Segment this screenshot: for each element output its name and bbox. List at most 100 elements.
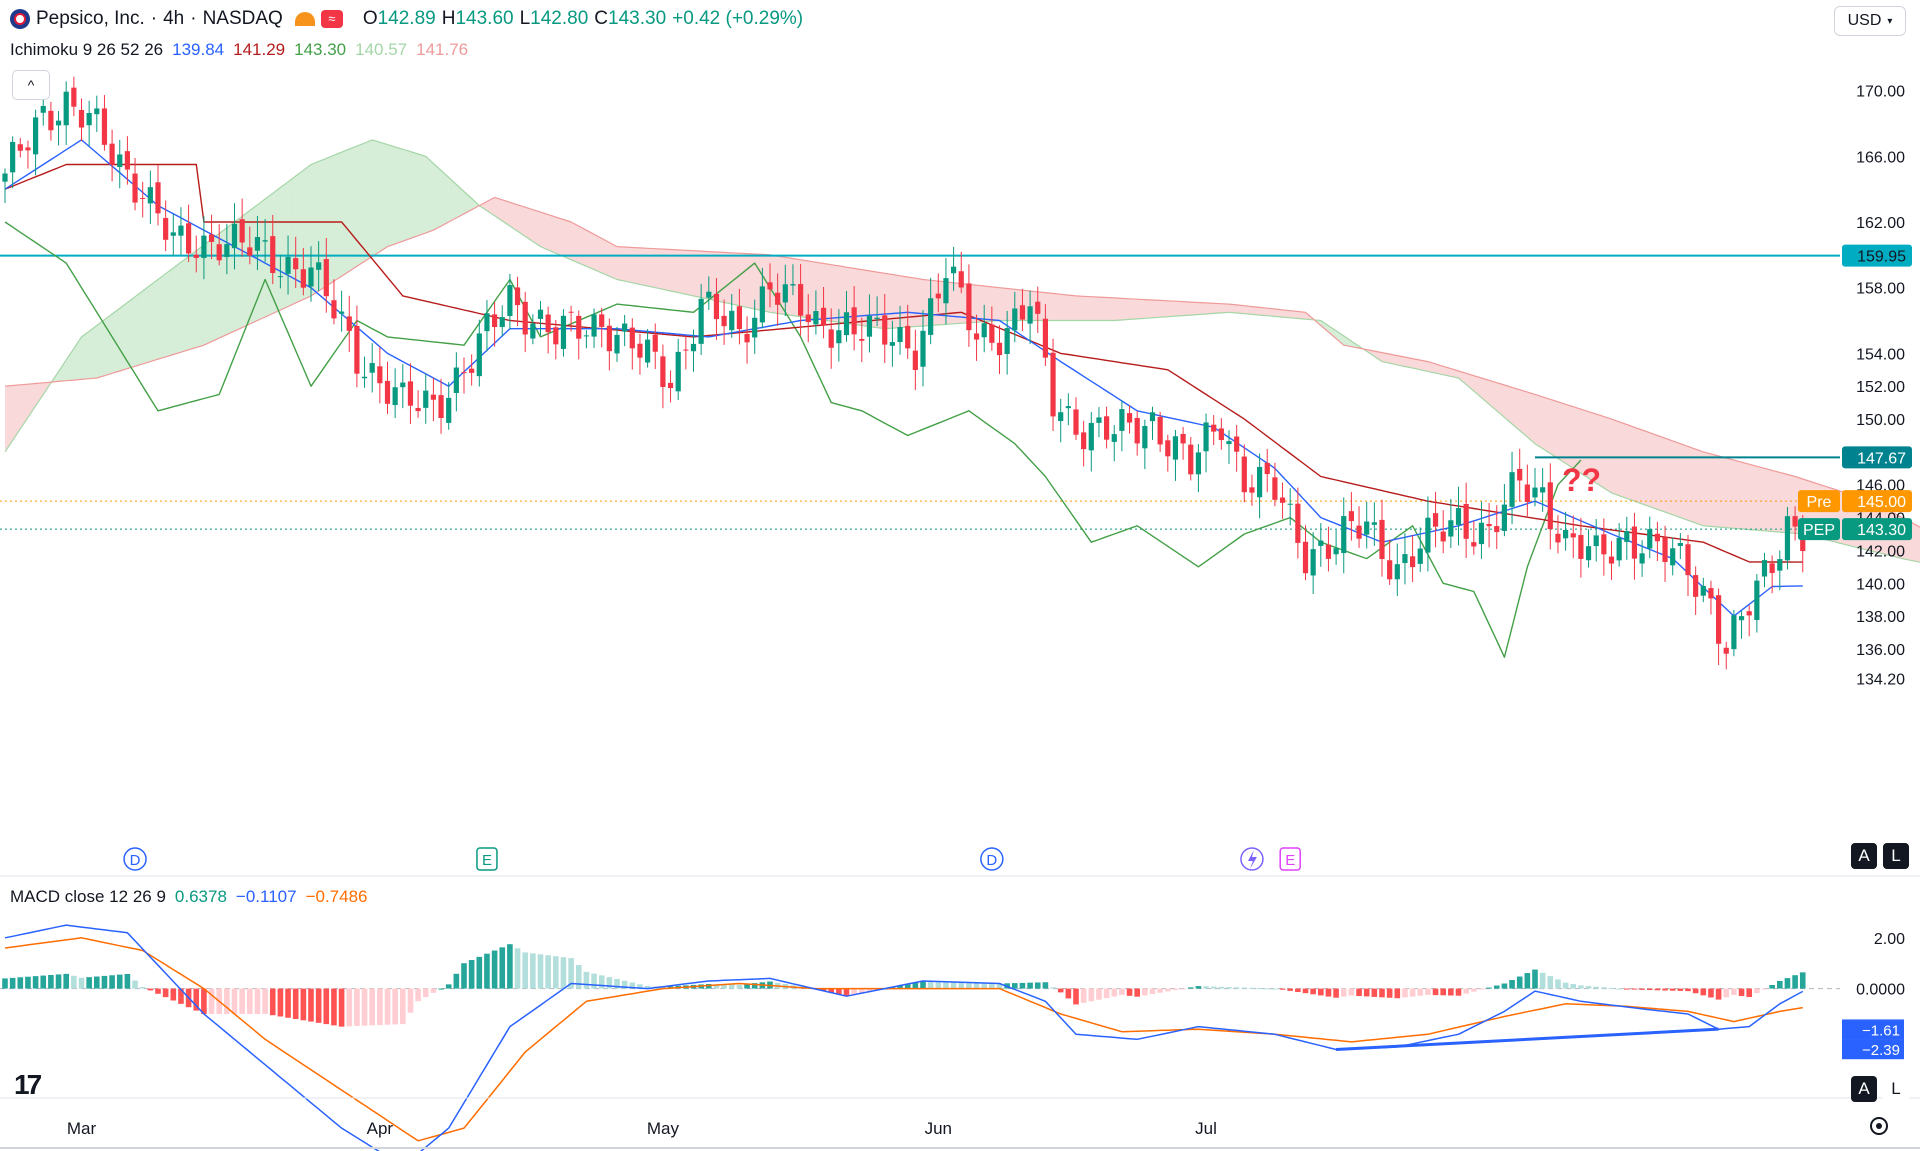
candle bbox=[1364, 501, 1370, 549]
time-axis-label: Mar bbox=[67, 1119, 97, 1138]
candle-body bbox=[147, 187, 153, 204]
cloud-segment bbox=[196, 244, 204, 348]
candle bbox=[346, 295, 352, 352]
candle bbox=[614, 326, 620, 362]
candle-body bbox=[798, 284, 804, 316]
ichimoku-label: Ichimoku 9 26 52 26 bbox=[10, 40, 164, 59]
macd-histogram-bar bbox=[904, 984, 911, 989]
candle bbox=[247, 226, 253, 265]
cloud-segment bbox=[188, 250, 197, 350]
candle-body bbox=[1693, 575, 1699, 597]
candle bbox=[1754, 574, 1760, 633]
auto-scale-button[interactable]: A bbox=[1851, 843, 1877, 869]
macd-histogram-bar bbox=[384, 988, 391, 1025]
candle-body bbox=[1341, 516, 1347, 554]
macd-histogram-bar bbox=[1103, 988, 1110, 999]
currency-selector[interactable]: USD ▾ bbox=[1834, 6, 1906, 36]
macd-histogram-bar bbox=[32, 976, 39, 989]
candle-body bbox=[300, 269, 306, 288]
candle bbox=[78, 98, 85, 142]
price-tick-label: 150.00 bbox=[1856, 412, 1905, 429]
macd-histogram-bar bbox=[1731, 988, 1737, 995]
candle-body bbox=[1126, 413, 1133, 423]
collapse-legend-button[interactable]: ^ bbox=[12, 70, 50, 100]
macd-histogram-bar bbox=[178, 988, 184, 1004]
candle bbox=[530, 314, 536, 345]
cloud-segment bbox=[1213, 303, 1222, 314]
cloud-segment bbox=[1389, 354, 1398, 365]
macd-histogram-bar bbox=[1524, 973, 1531, 989]
macd-histogram-bar bbox=[491, 950, 498, 989]
macd-histogram-bar bbox=[369, 988, 375, 1026]
candle bbox=[415, 390, 421, 418]
cloud-segment bbox=[1282, 309, 1291, 318]
macd-histogram-bar bbox=[843, 988, 850, 997]
macd-histogram-bar bbox=[1340, 988, 1347, 997]
macd-auto-scale-button[interactable]: A bbox=[1851, 1076, 1877, 1102]
macd-histogram-bar bbox=[897, 985, 903, 989]
cloud-segment bbox=[1129, 298, 1138, 320]
candle-body bbox=[277, 276, 283, 278]
candle bbox=[354, 305, 360, 388]
candle-body bbox=[124, 151, 130, 170]
candle-body bbox=[331, 300, 337, 319]
candle bbox=[1524, 464, 1530, 517]
cloud-segment bbox=[1076, 295, 1084, 321]
candle bbox=[438, 378, 444, 434]
macd-log-scale-label: L bbox=[1891, 1079, 1901, 1098]
horizontal-lines bbox=[0, 254, 1840, 530]
macd-histogram-bar bbox=[1119, 988, 1125, 995]
tradingview-logo-icon[interactable]: 17 bbox=[14, 1069, 42, 1100]
macd-histogram-bar bbox=[1715, 988, 1722, 1000]
resistance-price-tag: 159.95 bbox=[1842, 244, 1912, 267]
candle bbox=[17, 137, 23, 158]
candle bbox=[951, 246, 957, 291]
interval-label[interactable]: 4h bbox=[163, 8, 185, 29]
macd-histogram-bar bbox=[1012, 983, 1018, 989]
cloud-segment bbox=[815, 262, 824, 320]
candle-body bbox=[981, 323, 987, 338]
macd-histogram-bar bbox=[468, 960, 475, 989]
gear-icon[interactable] bbox=[1870, 1117, 1888, 1135]
premarket-price-tag-bg bbox=[1842, 490, 1912, 513]
cloud-segment bbox=[433, 163, 442, 231]
candle-body bbox=[140, 197, 146, 199]
ichimoku-legend[interactable]: Ichimoku 9 26 52 26 139.84 141.29 143.30… bbox=[10, 40, 468, 60]
candle-body bbox=[423, 390, 429, 408]
candle-body bbox=[10, 141, 16, 173]
macd-histogram-bar bbox=[331, 988, 337, 1026]
macd-histogram-bar bbox=[996, 983, 1003, 989]
candle bbox=[1700, 577, 1706, 603]
cloud-segment bbox=[1634, 427, 1643, 504]
candle-body bbox=[461, 372, 467, 374]
macd-histogram-bar bbox=[1471, 988, 1477, 992]
macd-histogram-bar bbox=[1448, 988, 1454, 996]
candle bbox=[1371, 502, 1377, 546]
symbol-name[interactable]: Pepsico, Inc. bbox=[36, 8, 145, 29]
candle bbox=[1356, 506, 1362, 548]
macd-histogram-bar bbox=[1455, 988, 1462, 996]
macd-histogram-bar bbox=[1516, 976, 1523, 989]
time-axis-label: Jun bbox=[925, 1119, 952, 1138]
macd-legend[interactable]: MACD close 12 26 9 0.6378 −0.1107 −0.748… bbox=[10, 887, 368, 907]
cloud-segment bbox=[525, 207, 533, 242]
macd-log-scale-button[interactable]: L bbox=[1883, 1076, 1909, 1102]
macd-histogram-bar bbox=[1019, 982, 1026, 989]
cloud-segment bbox=[639, 247, 648, 287]
candle-body bbox=[1708, 588, 1714, 599]
macd-histogram-bar bbox=[1302, 988, 1309, 994]
macd-histogram-bar bbox=[277, 988, 284, 1017]
candle-body bbox=[951, 266, 957, 274]
candle bbox=[514, 276, 521, 327]
candles bbox=[2, 76, 1806, 670]
candle bbox=[400, 363, 406, 409]
cloud-segment bbox=[594, 234, 602, 273]
cloud-segment bbox=[1259, 307, 1268, 316]
candle bbox=[1769, 555, 1775, 594]
cloud-segment bbox=[1198, 302, 1207, 315]
log-scale-button[interactable]: L bbox=[1883, 843, 1909, 869]
candle bbox=[1471, 520, 1477, 555]
candle bbox=[851, 286, 857, 351]
level-price-tag-value: 147.67 bbox=[1857, 450, 1906, 467]
